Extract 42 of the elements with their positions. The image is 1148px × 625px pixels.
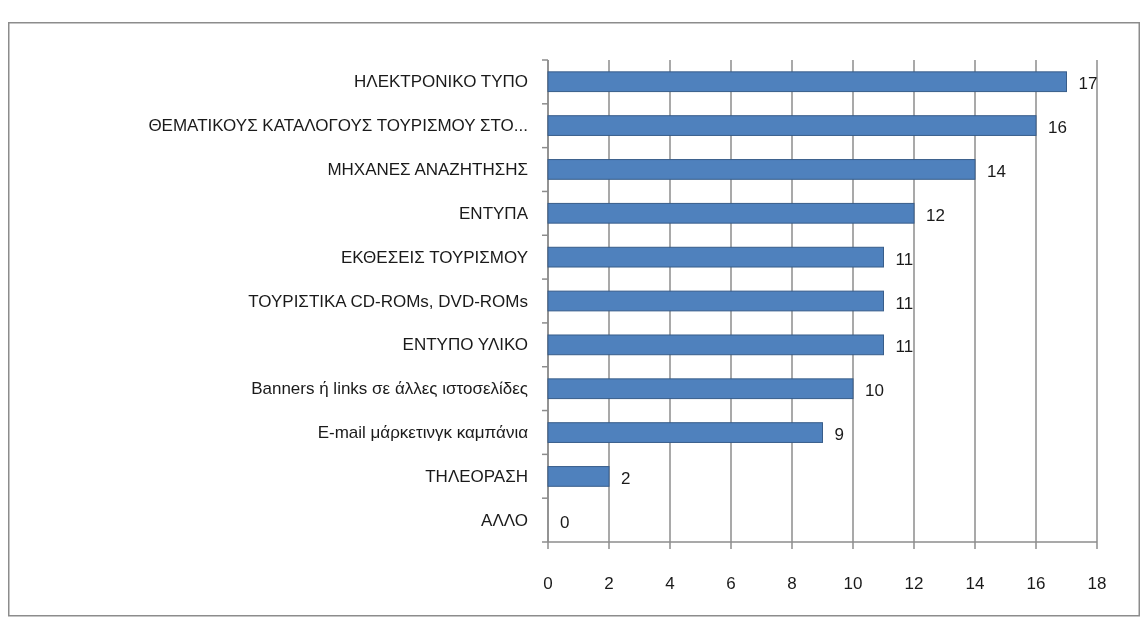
y-tick-label: E-mail μάρκετινγκ καμπάνια	[317, 423, 529, 443]
data-label: 11	[895, 337, 914, 357]
x-tick-label: 6	[726, 573, 736, 593]
data-label: 17	[1078, 74, 1098, 94]
bar	[547, 115, 1037, 136]
data-label: 0	[560, 512, 570, 532]
y-tick-label: ΤΗΛΕΟΡΑΣΗ	[425, 466, 528, 486]
x-tick-label: 16	[1026, 573, 1046, 593]
x-tick-label: 0	[543, 573, 553, 593]
x-tick-label: 12	[904, 573, 924, 593]
bar	[547, 334, 884, 356]
x-tick-label: 2	[604, 573, 614, 593]
y-tick-label: ΗΛΕΚΤΡΟΝΙΚΟ ΤΥΠΟ	[354, 72, 528, 92]
y-tick-label: ΑΛΛΟ	[481, 510, 528, 530]
data-label: 11	[895, 249, 914, 269]
bar	[547, 246, 884, 268]
bar	[547, 71, 1067, 93]
data-label: 12	[926, 205, 945, 225]
y-tick-label: ΕΚΘΕΣΕΙΣ ΤΟΥΡΙΣΜΟΥ	[340, 247, 528, 267]
data-label: 11	[895, 293, 914, 313]
bar	[547, 422, 823, 443]
x-tick-label: 8	[787, 573, 797, 593]
bar	[547, 378, 854, 400]
y-tick-label: ΜΗΧΑΝΕΣ ΑΝΑΖΗΤΗΣΗΣ	[327, 159, 528, 179]
bar	[547, 466, 610, 487]
y-tick-label: ΕΝΤΥΠΟ ΥΛΙΚΟ	[402, 335, 528, 355]
y-tick-label: ΤΟΥΡΙΣΤΙΚΑ CD-ROMs, DVD-ROMs	[248, 291, 528, 311]
data-label: 2	[621, 468, 631, 488]
y-tick-label: Banners ή links σε άλλες ιστοσελίδες	[251, 379, 528, 399]
y-tick-label: ΘΕΜΑΤΙΚΟΥΣ ΚΑΤΑΛΟΓΟΥΣ ΤΟΥΡΙΣΜΟΥ ΣΤΟ...	[148, 116, 528, 136]
data-label: 16	[1048, 118, 1067, 138]
bar	[547, 202, 915, 224]
bar	[547, 159, 976, 180]
x-tick-label: 4	[665, 573, 675, 593]
x-tick-label: 14	[965, 573, 985, 593]
x-tick-label: 18	[1087, 573, 1107, 593]
x-tick-label: 10	[843, 573, 863, 593]
y-tick-label: ΕΝΤΥΠΑ	[459, 203, 529, 223]
data-label: 10	[865, 381, 884, 401]
data-label: 9	[834, 425, 844, 445]
data-label: 14	[987, 161, 1006, 181]
bar	[547, 290, 884, 312]
